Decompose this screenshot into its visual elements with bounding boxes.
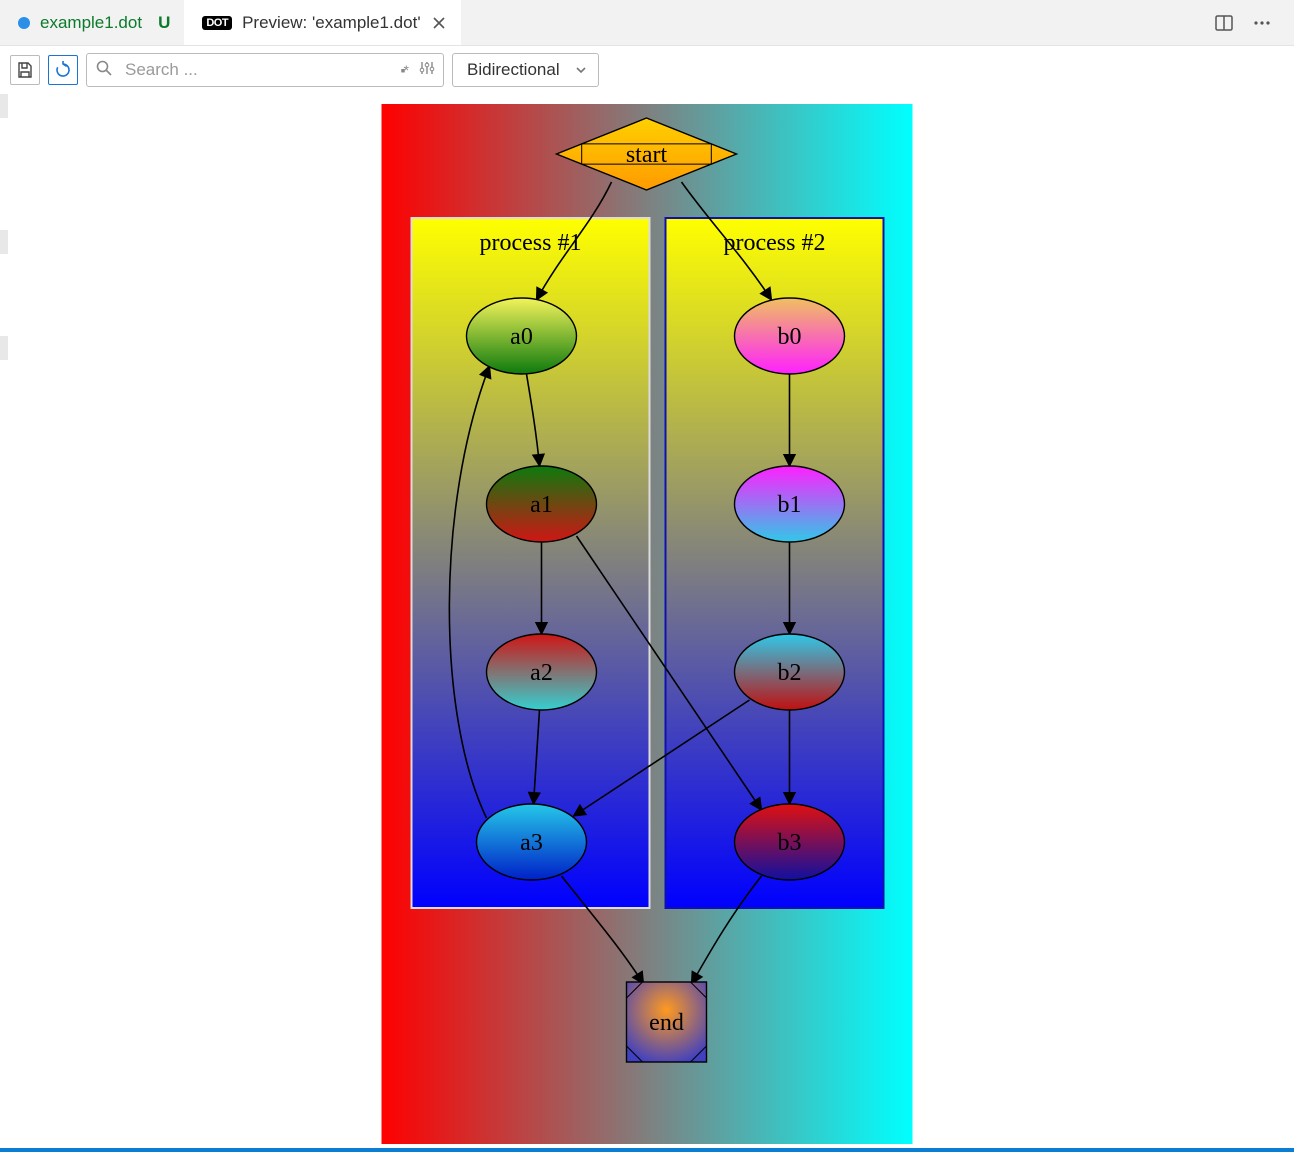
node-end[interactable]: end — [627, 982, 707, 1062]
cluster-label: process #2 — [724, 230, 826, 256]
svg-text:b1: b1 — [778, 492, 802, 518]
node-a2[interactable]: a2 — [487, 634, 597, 710]
search-input[interactable] — [123, 59, 391, 81]
graph-preview-canvas[interactable]: process #1process #2starta0a1a2a3b0b1b2b… — [0, 94, 1294, 1144]
settings-sliders-icon[interactable] — [419, 60, 435, 81]
editor-tab-bar: example1.dot U DOT Preview: 'example1.do… — [0, 0, 1294, 46]
svg-text:a3: a3 — [520, 830, 543, 856]
svg-text:b2: b2 — [778, 660, 802, 686]
node-a3[interactable]: a3 — [477, 804, 587, 880]
search-input-container: ▪* — [86, 53, 444, 87]
direction-label: Bidirectional — [467, 60, 560, 80]
node-a1[interactable]: a1 — [487, 466, 597, 542]
split-editor-icon[interactable] — [1214, 13, 1234, 33]
svg-text:a1: a1 — [530, 492, 553, 518]
tab-actions — [1214, 0, 1294, 45]
search-icon — [95, 59, 113, 82]
direction-dropdown[interactable]: Bidirectional — [452, 53, 599, 87]
refresh-button[interactable] — [48, 55, 78, 85]
node-b1[interactable]: b1 — [735, 466, 845, 542]
status-bar-accent — [0, 1148, 1294, 1152]
svg-text:a0: a0 — [510, 324, 533, 350]
svg-text:start: start — [626, 142, 668, 168]
chevron-down-icon — [574, 63, 588, 77]
tab-example1-dot[interactable]: example1.dot U — [0, 0, 184, 45]
modified-dot-icon — [18, 17, 30, 29]
save-button[interactable] — [10, 55, 40, 85]
node-b2[interactable]: b2 — [735, 634, 845, 710]
tab-label: example1.dot — [40, 13, 142, 33]
graphviz-diagram: process #1process #2starta0a1a2a3b0b1b2b… — [382, 104, 913, 1144]
node-b3[interactable]: b3 — [735, 804, 845, 880]
tab-preview-example1[interactable]: DOT Preview: 'example1.dot' — [184, 0, 460, 45]
node-a0[interactable]: a0 — [467, 298, 577, 374]
svg-text:b0: b0 — [778, 324, 802, 350]
dot-file-icon: DOT — [202, 16, 232, 30]
svg-text:end: end — [649, 1010, 684, 1036]
git-status-badge: U — [158, 13, 170, 33]
preview-toolbar: ▪* Bidirectional — [0, 46, 1294, 94]
more-actions-icon[interactable] — [1252, 13, 1272, 33]
svg-text:a2: a2 — [530, 660, 553, 686]
close-icon[interactable] — [431, 15, 447, 31]
node-b0[interactable]: b0 — [735, 298, 845, 374]
regex-icon[interactable]: ▪* — [401, 62, 407, 78]
tab-label: Preview: 'example1.dot' — [242, 13, 420, 33]
svg-text:b3: b3 — [778, 830, 802, 856]
